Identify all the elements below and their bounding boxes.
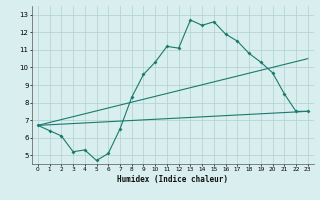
X-axis label: Humidex (Indice chaleur): Humidex (Indice chaleur) <box>117 175 228 184</box>
